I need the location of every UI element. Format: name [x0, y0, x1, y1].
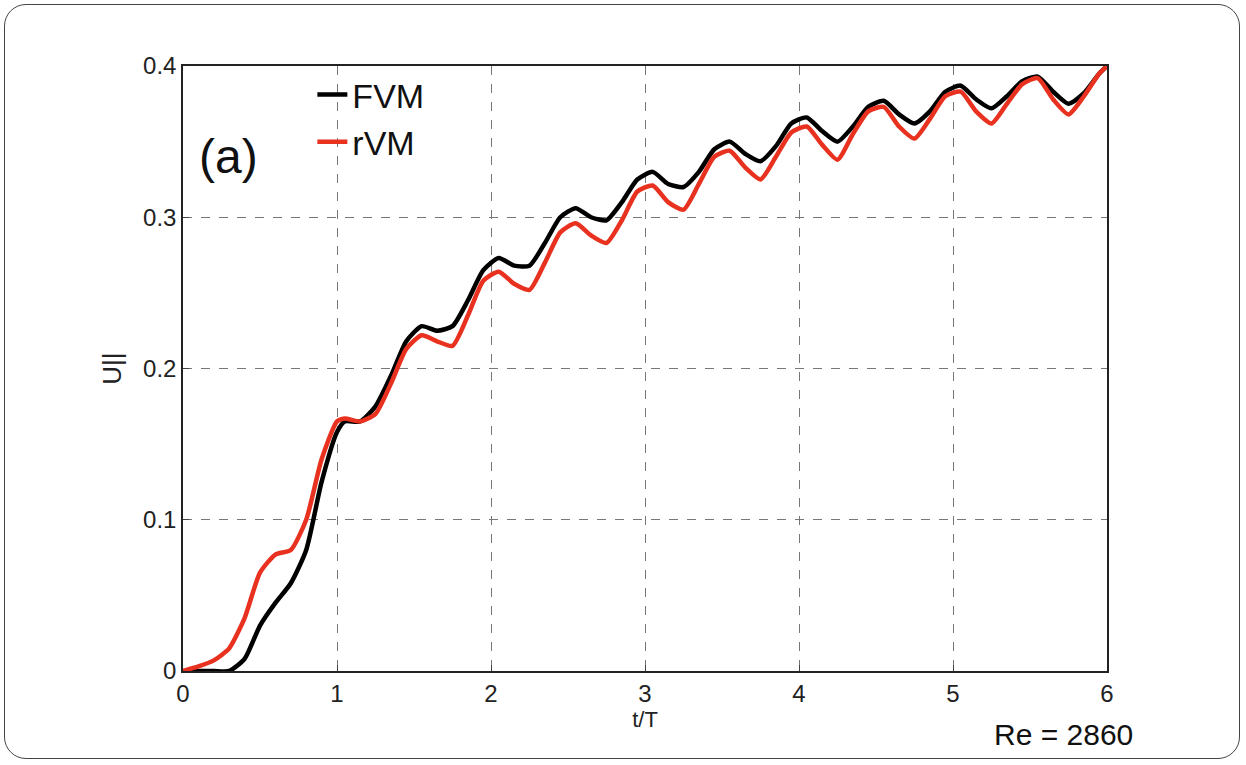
- svg-text:Re = 2860: Re = 2860: [994, 718, 1133, 751]
- svg-text:(a): (a): [199, 130, 258, 183]
- svg-text:U||: U||: [97, 352, 127, 384]
- svg-text:0.4: 0.4: [143, 52, 176, 79]
- svg-text:0.1: 0.1: [143, 506, 176, 533]
- svg-text:2: 2: [484, 680, 497, 707]
- svg-text:t/T: t/T: [632, 707, 658, 732]
- svg-text:rVM: rVM: [352, 124, 414, 162]
- svg-text:0: 0: [176, 680, 189, 707]
- svg-text:0.2: 0.2: [143, 355, 176, 382]
- svg-text:1: 1: [330, 680, 343, 707]
- svg-text:FVM: FVM: [352, 77, 424, 115]
- svg-text:0.3: 0.3: [143, 204, 176, 231]
- svg-text:0: 0: [163, 657, 176, 684]
- svg-text:4: 4: [792, 680, 805, 707]
- svg-text:6: 6: [1100, 680, 1113, 707]
- svg-text:3: 3: [638, 680, 651, 707]
- svg-text:5: 5: [946, 680, 959, 707]
